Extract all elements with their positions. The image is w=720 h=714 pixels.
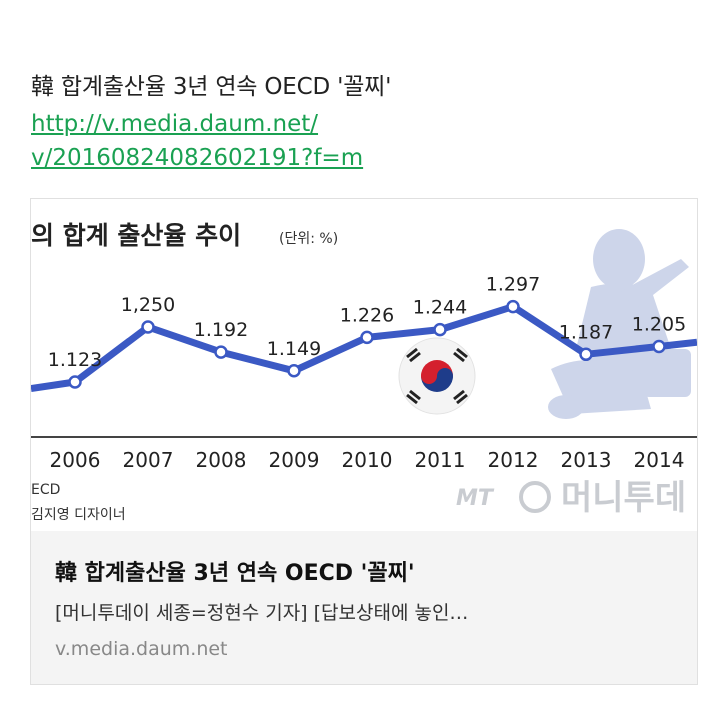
article-link-line-1[interactable]: http://v.media.daum.net/ [31, 111, 319, 137]
article-link-line-2[interactable]: v/20160824082602191?f=m [31, 145, 364, 171]
x-tick-2011: 2011 [415, 448, 466, 472]
data-point-2010 [360, 330, 374, 345]
data-point-2014 [652, 339, 666, 354]
data-point-2006 [68, 375, 82, 389]
x-tick-labels: 2006 2007 2008 2009 2010 2011 2012 2013 2014 [50, 448, 685, 472]
data-label-2013: 1.187 [559, 321, 613, 343]
data-label-2011: 1.244 [413, 297, 467, 319]
data-point-2008 [214, 345, 228, 359]
link-preview-card[interactable]: 의 합계 출산율 추이 (단위: %) 1.123 1,250 1.192 1.149… [30, 198, 698, 685]
data-label-2014: 1.205 [632, 314, 686, 336]
data-label-2007: 1,250 [121, 294, 175, 316]
x-tick-2013: 2013 [561, 448, 612, 472]
chart-heading: 의 합계 출산율 추이 [31, 221, 241, 250]
watermark-text: 머니투데 [561, 478, 686, 518]
watermark-logo: MT [456, 486, 495, 511]
message-title: 韓 합계출산율 3년 연속 OECD '꼴찌' [31, 74, 392, 100]
data-label-2010: 1.226 [340, 304, 394, 326]
data-label-2012: 1.297 [486, 274, 540, 296]
x-tick-2006: 2006 [50, 448, 101, 472]
x-tick-2007: 2007 [123, 448, 174, 472]
article-link[interactable]: http://v.media.daum.net/ v/2016082408260… [31, 107, 451, 175]
x-tick-2010: 2010 [342, 448, 393, 472]
source-note: ECD [31, 482, 60, 498]
x-tick-2012: 2012 [488, 448, 539, 472]
data-point-2007 [141, 320, 155, 334]
x-tick-2008: 2008 [196, 448, 247, 472]
unit-note: (단위: %) [279, 231, 338, 247]
data-point-2013 [579, 347, 593, 362]
preview-domain: v.media.daum.net [55, 638, 228, 660]
birth-rate-chart: 의 합계 출산율 추이 (단위: %) 1.123 1,250 1.192 1.149… [31, 221, 697, 523]
child-silhouette [548, 229, 691, 419]
watermark: MT 머니투데 [456, 478, 686, 518]
series-layer: 1.123 1,250 1.192 1.149 1.226 1.244 1.297 1.187… [31, 274, 697, 392]
data-label-2006: 1.123 [48, 349, 102, 371]
data-label-2008: 1.192 [194, 319, 248, 341]
x-tick-2009: 2009 [269, 448, 320, 472]
korean-flag-icon [398, 337, 476, 415]
preview-text-area[interactable]: 韓 합계출산율 3년 연속 OECD '꼴찌' [머니투데이 세종=정현수 기자… [31, 531, 697, 684]
data-point-2011 [433, 322, 447, 337]
data-point-2009 [287, 364, 301, 378]
preview-description: [머니투데이 세종=정현수 기자] [답보상태에 놓인… [55, 602, 469, 624]
preview-title[interactable]: 韓 합계출산율 3년 연속 OECD '꼴찌' [55, 561, 415, 586]
designer-credit: 김지영 디자이너 [31, 507, 126, 523]
preview-image[interactable]: 의 합계 출산율 추이 (단위: %) 1.123 1,250 1.192 1.149… [31, 199, 697, 531]
data-point-2012 [506, 299, 520, 314]
data-label-2009: 1.149 [267, 338, 321, 360]
x-tick-2014: 2014 [634, 448, 685, 472]
